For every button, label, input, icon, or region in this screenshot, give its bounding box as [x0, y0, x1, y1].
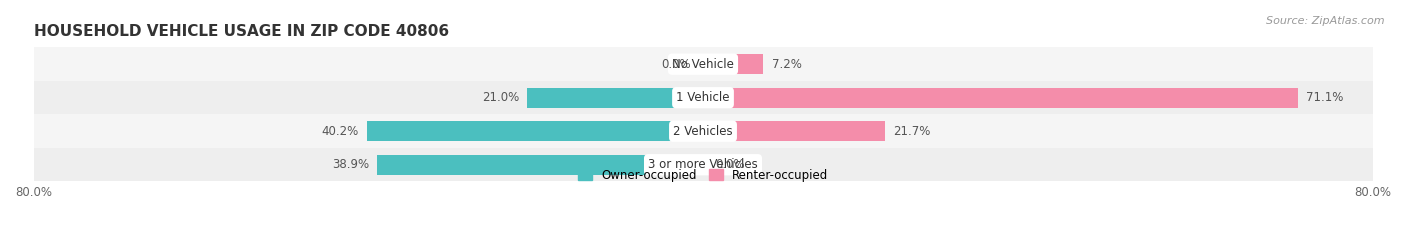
Legend: Owner-occupied, Renter-occupied: Owner-occupied, Renter-occupied [572, 164, 834, 186]
Text: 0.0%: 0.0% [661, 58, 690, 71]
Text: 2 Vehicles: 2 Vehicles [673, 125, 733, 138]
Text: HOUSEHOLD VEHICLE USAGE IN ZIP CODE 40806: HOUSEHOLD VEHICLE USAGE IN ZIP CODE 4080… [34, 24, 449, 39]
Text: 3 or more Vehicles: 3 or more Vehicles [648, 158, 758, 171]
Bar [367, 121, 703, 141]
Text: 38.9%: 38.9% [332, 158, 370, 171]
Bar [703, 121, 884, 141]
Text: 21.7%: 21.7% [893, 125, 931, 138]
Bar [703, 54, 763, 74]
Bar [34, 148, 1372, 182]
Bar [703, 88, 1298, 108]
Text: No Vehicle: No Vehicle [672, 58, 734, 71]
Text: 40.2%: 40.2% [321, 125, 359, 138]
Bar [34, 48, 1372, 81]
Text: 71.1%: 71.1% [1306, 91, 1344, 104]
Bar [527, 88, 703, 108]
Bar [34, 114, 1372, 148]
Text: 21.0%: 21.0% [482, 91, 519, 104]
Text: Source: ZipAtlas.com: Source: ZipAtlas.com [1267, 16, 1385, 26]
Text: 1 Vehicle: 1 Vehicle [676, 91, 730, 104]
Bar [34, 81, 1372, 114]
Bar [377, 155, 703, 175]
Text: 0.0%: 0.0% [716, 158, 745, 171]
Text: 7.2%: 7.2% [772, 58, 801, 71]
